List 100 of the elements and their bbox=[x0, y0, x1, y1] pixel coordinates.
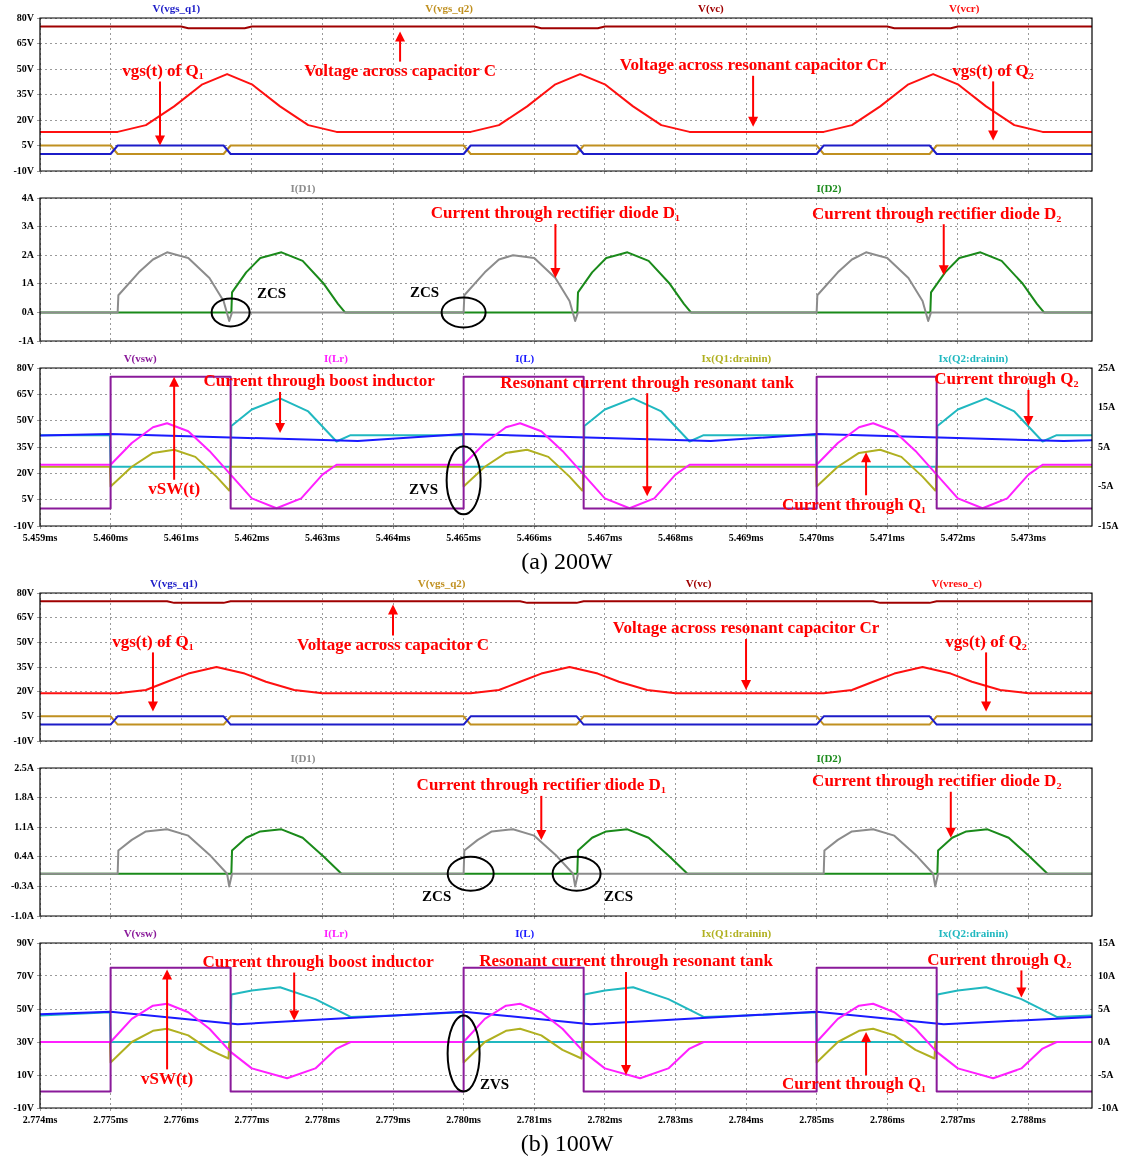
y-tick-label: 10V bbox=[16, 1068, 35, 1080]
y-tick-label: -10V bbox=[13, 1101, 35, 1113]
text: I(D2) bbox=[816, 752, 842, 764]
y-tick-label: -1.0A bbox=[10, 909, 35, 921]
text: I(Lr) bbox=[324, 352, 348, 364]
x-tick-label: 5.473ms bbox=[1011, 531, 1046, 543]
text: I(D1) bbox=[290, 182, 316, 194]
x-tick-label: 2.782ms bbox=[587, 1113, 623, 1125]
y-tick-label: 1A bbox=[21, 277, 35, 289]
series-label: V(vc) bbox=[698, 2, 724, 14]
x-tick-label: 2.786ms bbox=[869, 1113, 905, 1125]
y-tick-label: 80V bbox=[16, 361, 35, 373]
annotation: vgs(t) of Q₂ bbox=[952, 60, 1034, 80]
y-tick-label: 30V bbox=[16, 1035, 35, 1047]
text: (a) 200W bbox=[520, 548, 614, 575]
y-tick-label: 35V bbox=[16, 440, 35, 452]
x-tick-label: 5.467ms bbox=[587, 531, 623, 543]
series-label: V(vc) bbox=[685, 577, 712, 589]
text: V(vgs_q2) bbox=[417, 577, 466, 589]
annotation: vgs(t) of Q₂ bbox=[945, 631, 1027, 651]
y-tick-label: -10V bbox=[13, 519, 35, 531]
text: V(vsw) bbox=[123, 927, 157, 939]
annotation: vgs(t) of Q₁ bbox=[122, 60, 204, 80]
y-tick-label: 65V bbox=[16, 611, 35, 623]
annotation: Resonant current through resonant tank bbox=[479, 951, 774, 971]
annotation: Current through boost inductor bbox=[202, 951, 435, 971]
y-tick-label: 35V bbox=[16, 88, 35, 100]
x-tick-label: 2.775ms bbox=[93, 1113, 129, 1125]
y-tick-label: 0.4A bbox=[14, 850, 35, 862]
y-tick-label: 20V bbox=[16, 466, 35, 478]
x-tick-label: 2.777ms bbox=[234, 1113, 270, 1125]
y2-tick-label: 5A bbox=[1098, 440, 1111, 452]
y2-tick-label: 15A bbox=[1098, 936, 1116, 948]
y-tick-label: 5V bbox=[21, 709, 35, 721]
x-tick-label: 2.781ms bbox=[516, 1113, 552, 1125]
text: V(vgs_q1) bbox=[150, 577, 198, 589]
y-tick-label: 90V bbox=[16, 936, 35, 948]
y2-tick-label: 15A bbox=[1098, 401, 1116, 413]
y-tick-label: 20V bbox=[16, 685, 35, 697]
annotation: Voltage across resonant capacitor Cr bbox=[619, 55, 887, 75]
annotation: Voltage across resonant capacitor Cr bbox=[612, 618, 880, 638]
annotation: Current through Q₂ bbox=[934, 369, 1079, 389]
x-tick-label: 5.461ms bbox=[163, 531, 199, 543]
annotation: vSW(t) bbox=[141, 1068, 194, 1088]
x-tick-label: 5.465ms bbox=[446, 531, 482, 543]
y-tick-label: 1.8A bbox=[14, 791, 35, 803]
y2-tick-label: 0A bbox=[1098, 1035, 1111, 1047]
y-tick-label: 50V bbox=[16, 635, 35, 647]
x-tick-label: 5.468ms bbox=[658, 531, 693, 543]
annotation: ZVS bbox=[409, 481, 439, 498]
annotation: ZCS bbox=[257, 285, 287, 302]
annotation: vSW(t) bbox=[148, 479, 201, 499]
text: I(L) bbox=[515, 927, 535, 939]
series-label: V(vsw) bbox=[123, 352, 157, 364]
y-tick-label: 3A bbox=[21, 220, 35, 232]
y-tick-label: 35V bbox=[16, 660, 35, 672]
x-tick-label: 2.778ms bbox=[305, 1113, 340, 1125]
annotation: Current through rectifier diode D₂ bbox=[812, 203, 1062, 223]
text: I(Lr) bbox=[324, 927, 348, 939]
text: Ix(Q1:drainin) bbox=[701, 352, 772, 364]
y2-tick-label: -10A bbox=[1098, 1101, 1120, 1113]
y2-tick-label: -5A bbox=[1098, 1068, 1115, 1080]
x-tick-label: 2.784ms bbox=[728, 1113, 764, 1125]
annotation: Current through Q₂ bbox=[927, 949, 1072, 969]
y2-tick-label: 5A bbox=[1098, 1002, 1111, 1014]
text: Ix(Q2:drainin) bbox=[938, 352, 1009, 364]
y-tick-label: 70V bbox=[16, 969, 35, 981]
x-tick-label: 5.469ms bbox=[728, 531, 764, 543]
x-tick-label: 5.460ms bbox=[93, 531, 129, 543]
annotation: Voltage across capacitor C bbox=[304, 60, 497, 80]
y-tick-label: 0A bbox=[21, 305, 35, 317]
text: Ix(Q2:drainin) bbox=[938, 927, 1009, 939]
text: V(vreso_c) bbox=[931, 577, 982, 589]
text: V(vgs_q1) bbox=[152, 2, 201, 14]
y-tick-label: 65V bbox=[16, 387, 35, 399]
text: I(D2) bbox=[816, 182, 842, 194]
y-tick-label: 50V bbox=[16, 62, 35, 74]
x-tick-label: 2.779ms bbox=[375, 1113, 411, 1125]
y2-tick-label: 25A bbox=[1098, 361, 1116, 373]
y-tick-label: 80V bbox=[16, 11, 35, 23]
annotation: ZCS bbox=[410, 284, 440, 301]
annotation: Current through rectifier diode D₁ bbox=[430, 203, 681, 223]
y-tick-label: -1A bbox=[18, 334, 35, 346]
x-tick-label: 2.785ms bbox=[799, 1113, 835, 1125]
y2-tick-label: 10A bbox=[1098, 969, 1116, 981]
x-tick-label: 5.470ms bbox=[799, 531, 835, 543]
x-tick-label: 5.464ms bbox=[375, 531, 411, 543]
x-tick-label: 5.472ms bbox=[940, 531, 976, 543]
y-tick-label: 50V bbox=[16, 1002, 35, 1014]
y2-tick-label: -5A bbox=[1098, 480, 1115, 492]
y-tick-label: 2.5A bbox=[14, 761, 35, 773]
y-tick-label: -10V bbox=[13, 164, 35, 176]
y-tick-label: 5V bbox=[21, 139, 35, 151]
x-tick-label: 5.471ms bbox=[869, 531, 905, 543]
annotation: Current through rectifier diode D₁ bbox=[416, 775, 666, 795]
x-tick-label: 2.787ms bbox=[940, 1113, 976, 1125]
y-tick-label: 65V bbox=[16, 37, 35, 49]
x-tick-label: 2.776ms bbox=[163, 1113, 199, 1125]
annotation: Voltage across capacitor C bbox=[297, 634, 489, 654]
x-tick-label: 2.783ms bbox=[658, 1113, 693, 1125]
